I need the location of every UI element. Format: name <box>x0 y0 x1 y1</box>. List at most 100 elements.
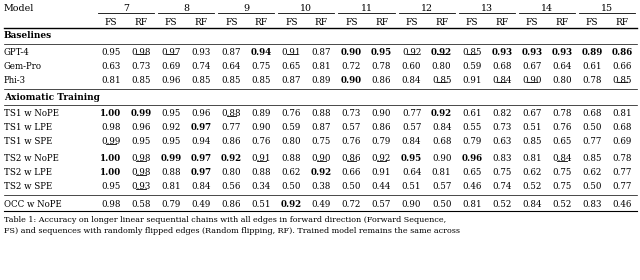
Text: 0.74: 0.74 <box>191 62 211 71</box>
Text: 0.97: 0.97 <box>191 155 212 164</box>
Text: FS) and sequences with randomly flipped edges (Random flipping, RF). Trained mod: FS) and sequences with randomly flipped … <box>4 227 460 235</box>
Text: 0.90: 0.90 <box>341 48 362 57</box>
Text: 0.84: 0.84 <box>522 200 541 209</box>
Text: 0.51: 0.51 <box>522 123 541 132</box>
Text: 0.57: 0.57 <box>342 123 361 132</box>
Text: 0.85: 0.85 <box>522 137 541 146</box>
Text: 0.86: 0.86 <box>221 200 241 209</box>
Text: 0.89: 0.89 <box>312 76 331 85</box>
Text: 0.88: 0.88 <box>252 169 271 178</box>
Text: FS: FS <box>586 18 598 27</box>
Text: 0.69: 0.69 <box>612 137 632 146</box>
Text: 0.75: 0.75 <box>252 62 271 71</box>
Text: 0.80: 0.80 <box>221 169 241 178</box>
Text: 0.57: 0.57 <box>402 123 421 132</box>
Text: 0.62: 0.62 <box>582 169 602 178</box>
Text: 0.79: 0.79 <box>462 137 481 146</box>
Text: 0.97: 0.97 <box>191 169 212 178</box>
Text: FS: FS <box>105 18 117 27</box>
Text: 0.68: 0.68 <box>432 137 451 146</box>
Text: 0.88: 0.88 <box>312 109 332 118</box>
Text: 0.95: 0.95 <box>161 137 181 146</box>
Text: 0.51: 0.51 <box>252 200 271 209</box>
Text: 0.77: 0.77 <box>402 109 421 118</box>
Text: 0.87: 0.87 <box>282 76 301 85</box>
Text: 0.52: 0.52 <box>492 200 511 209</box>
Text: 1.00: 1.00 <box>100 169 122 178</box>
Text: 0.81: 0.81 <box>462 200 481 209</box>
Text: RF: RF <box>556 18 568 27</box>
Text: RF: RF <box>495 18 508 27</box>
Text: 0.74: 0.74 <box>492 183 511 192</box>
Text: 0.88: 0.88 <box>161 169 181 178</box>
Text: 0.69: 0.69 <box>161 62 181 71</box>
Text: 0.84: 0.84 <box>432 123 451 132</box>
Text: 0.85: 0.85 <box>191 76 211 85</box>
Text: 0.78: 0.78 <box>612 155 632 164</box>
Text: 0.51: 0.51 <box>402 183 421 192</box>
Text: 0.58: 0.58 <box>131 200 151 209</box>
Text: 0.62: 0.62 <box>522 169 541 178</box>
Text: 0.86: 0.86 <box>342 155 361 164</box>
Text: Gem-Pro: Gem-Pro <box>4 62 42 71</box>
Text: 0.91: 0.91 <box>252 155 271 164</box>
Text: FS: FS <box>405 18 418 27</box>
Text: 0.98: 0.98 <box>131 169 151 178</box>
Text: 0.96: 0.96 <box>131 123 151 132</box>
Text: RF: RF <box>195 18 208 27</box>
Text: 0.75: 0.75 <box>552 183 572 192</box>
Text: 0.78: 0.78 <box>372 62 391 71</box>
Text: 0.84: 0.84 <box>191 183 211 192</box>
Text: FS: FS <box>165 18 177 27</box>
Text: 0.99: 0.99 <box>131 109 152 118</box>
Text: 0.92: 0.92 <box>402 48 421 57</box>
Text: 0.92: 0.92 <box>311 169 332 178</box>
Text: 0.81: 0.81 <box>161 183 181 192</box>
Text: 0.56: 0.56 <box>221 183 241 192</box>
Text: 0.87: 0.87 <box>312 48 331 57</box>
Text: FS: FS <box>285 18 298 27</box>
Text: 0.46: 0.46 <box>612 200 632 209</box>
Text: 0.65: 0.65 <box>462 169 481 178</box>
Text: TS1 w SPE: TS1 w SPE <box>4 137 52 146</box>
Text: 0.95: 0.95 <box>401 155 422 164</box>
Text: FS: FS <box>225 18 237 27</box>
Text: 0.89: 0.89 <box>581 48 602 57</box>
Text: 0.59: 0.59 <box>462 62 481 71</box>
Text: 1.00: 1.00 <box>100 109 122 118</box>
Text: 0.99: 0.99 <box>161 155 182 164</box>
Text: 0.75: 0.75 <box>492 169 511 178</box>
Text: 0.95: 0.95 <box>161 109 181 118</box>
Text: RF: RF <box>255 18 268 27</box>
Text: 0.52: 0.52 <box>522 183 541 192</box>
Text: RF: RF <box>375 18 388 27</box>
Text: 0.62: 0.62 <box>282 169 301 178</box>
Text: 0.88: 0.88 <box>282 155 301 164</box>
Text: 0.91: 0.91 <box>372 169 391 178</box>
Text: 0.96: 0.96 <box>461 155 483 164</box>
Text: 0.90: 0.90 <box>252 123 271 132</box>
Text: 0.86: 0.86 <box>611 48 632 57</box>
Text: 0.98: 0.98 <box>131 155 151 164</box>
Text: 0.81: 0.81 <box>101 76 121 85</box>
Text: 0.50: 0.50 <box>432 200 451 209</box>
Text: 0.64: 0.64 <box>402 169 421 178</box>
Text: 0.46: 0.46 <box>462 183 481 192</box>
Text: FS: FS <box>525 18 538 27</box>
Text: 0.55: 0.55 <box>462 123 481 132</box>
Text: 0.59: 0.59 <box>282 123 301 132</box>
Text: 0.92: 0.92 <box>431 48 452 57</box>
Text: 0.90: 0.90 <box>341 76 362 85</box>
Text: 0.92: 0.92 <box>372 155 391 164</box>
Text: 0.95: 0.95 <box>101 48 121 57</box>
Text: 0.99: 0.99 <box>101 137 121 146</box>
Text: 0.50: 0.50 <box>582 123 602 132</box>
Text: 0.88: 0.88 <box>221 109 241 118</box>
Text: 0.83: 0.83 <box>492 155 511 164</box>
Text: 0.92: 0.92 <box>431 109 452 118</box>
Text: 0.38: 0.38 <box>312 183 331 192</box>
Text: 0.85: 0.85 <box>582 155 602 164</box>
Text: 0.80: 0.80 <box>282 137 301 146</box>
Text: 0.77: 0.77 <box>612 183 632 192</box>
Text: 0.86: 0.86 <box>372 76 391 85</box>
